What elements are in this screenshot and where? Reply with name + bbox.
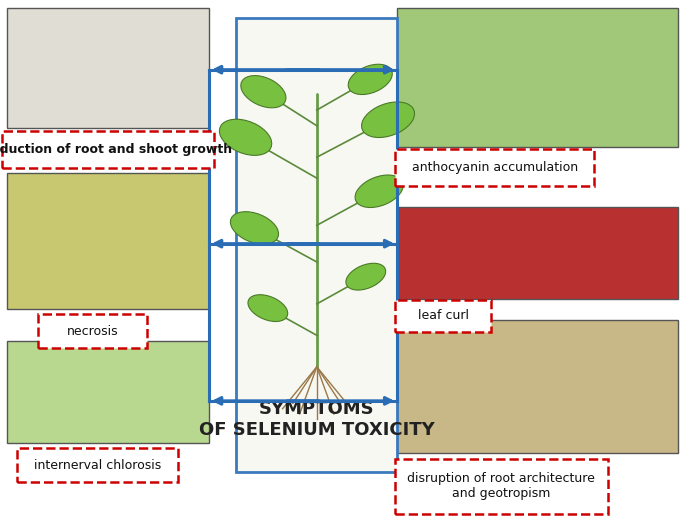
Text: necrosis: necrosis: [66, 325, 119, 338]
FancyBboxPatch shape: [2, 131, 214, 168]
FancyBboxPatch shape: [38, 314, 147, 348]
Bar: [7, 173, 209, 309]
Ellipse shape: [362, 102, 414, 137]
FancyBboxPatch shape: [17, 448, 178, 482]
Ellipse shape: [355, 175, 403, 208]
Text: disruption of root architecture
and geotropism: disruption of root architecture and geot…: [408, 472, 595, 500]
Bar: [236, 18, 397, 472]
FancyBboxPatch shape: [395, 458, 608, 514]
Text: leaf curl: leaf curl: [418, 310, 469, 322]
Ellipse shape: [230, 212, 279, 244]
Text: reduction of root and shoot growth: reduction of root and shoot growth: [0, 143, 232, 156]
FancyBboxPatch shape: [395, 300, 491, 332]
Bar: [7, 8, 209, 128]
Bar: [397, 320, 678, 453]
Text: anthocyanin accumulation: anthocyanin accumulation: [412, 161, 577, 174]
Bar: [7, 341, 209, 443]
FancyBboxPatch shape: [395, 149, 594, 186]
Bar: [397, 207, 678, 299]
Ellipse shape: [219, 119, 272, 155]
Text: SYMPTOMS
OF SELENIUM TOXICITY: SYMPTOMS OF SELENIUM TOXICITY: [199, 400, 435, 439]
Ellipse shape: [248, 294, 288, 322]
Ellipse shape: [346, 263, 386, 290]
Ellipse shape: [348, 64, 393, 94]
Text: internerval chlorosis: internerval chlorosis: [34, 458, 161, 472]
Ellipse shape: [241, 75, 286, 108]
Bar: [397, 8, 678, 147]
